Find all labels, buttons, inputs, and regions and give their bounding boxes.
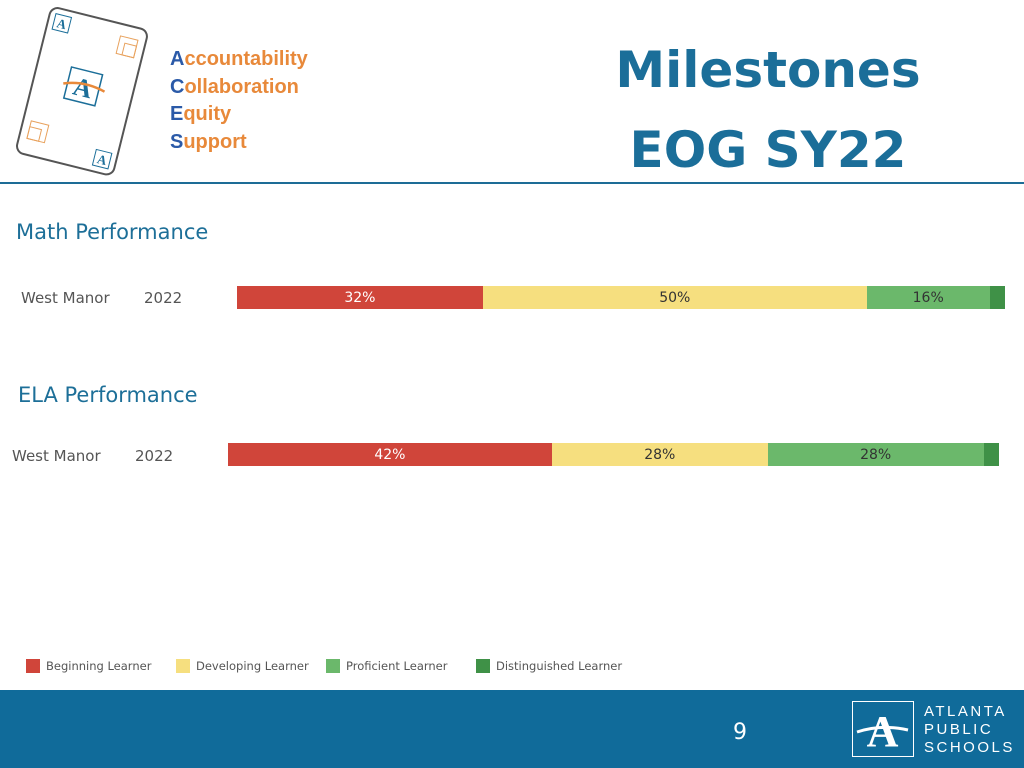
ela-year-label: 2022 (135, 447, 174, 465)
legend-label: Distinguished Learner (496, 659, 623, 673)
bar-segment-proficient-learner: 16% (866, 286, 990, 309)
bar-segment-label: 50% (659, 289, 691, 306)
aps-logo-text: ATLANTA PUBLIC SCHOOLS (924, 703, 1015, 756)
bar-segment-label: 42% (374, 446, 406, 463)
ela-section-title: ELA Performance (18, 383, 198, 407)
math-stacked-bar: 32% 50% 16% (237, 286, 1005, 309)
legend-swatch (476, 659, 490, 673)
legend-item: Proficient Learner (326, 659, 476, 673)
legend-swatch (326, 659, 340, 673)
slide-title-line1: Milestones (615, 41, 921, 99)
slide-title: Milestones EOG SY22 (560, 30, 976, 190)
bar-segment-label: 28% (860, 446, 892, 463)
legend-swatch (176, 659, 190, 673)
acronym-line: Accountability (170, 48, 308, 70)
footer-band: 9 A ATLANTA PUBLIC SCHOOLS (0, 690, 1024, 768)
acronym-line: Support (170, 130, 247, 153)
bar-segment-label: 28% (644, 446, 676, 463)
bar-segment-developing-learner: 50% (482, 286, 867, 309)
bar-segment-distinguished-learner (983, 443, 999, 466)
legend-label: Beginning Learner (46, 659, 152, 673)
acronym-line: Equity (170, 103, 232, 125)
aps-a-icon: A (856, 707, 909, 756)
acronym-line: Collaboration (170, 75, 299, 98)
slide-title-line2: EOG SY22 (629, 121, 907, 179)
legend-label: Proficient Learner (346, 659, 448, 673)
math-school-label: West Manor (21, 289, 110, 307)
chart-legend: Beginning Learner Developing Learner Profi… (26, 659, 626, 673)
bar-segment-label: 16% (912, 289, 944, 306)
aps-logo-mark: A (852, 701, 914, 757)
legend-item: Distinguished Learner (476, 659, 626, 673)
page-number: 9 (733, 720, 747, 745)
bar-segment-beginning-learner: 32% (237, 286, 483, 309)
legend-item: Developing Learner (176, 659, 326, 673)
math-section-title: Math Performance (16, 220, 209, 244)
legend-item: Beginning Learner (26, 659, 176, 673)
bar-segment-distinguished-learner (989, 286, 1005, 309)
legend-swatch (26, 659, 40, 673)
bar-segment-label: 32% (344, 289, 376, 306)
math-year-label: 2022 (144, 289, 183, 307)
svg-text:A: A (96, 151, 109, 168)
ela-school-label: West Manor (12, 447, 101, 465)
acronym-block: Accountability Collaboration Equity Supp… (170, 46, 308, 156)
svg-text:A: A (55, 15, 68, 32)
bar-segment-beginning-learner: 42% (228, 443, 552, 466)
header-divider (0, 182, 1024, 184)
bar-segment-developing-learner: 28% (551, 443, 768, 466)
svg-text:A: A (867, 707, 899, 755)
bar-segment-proficient-learner: 28% (767, 443, 984, 466)
ela-stacked-bar: 42% 28% 28% (228, 443, 999, 466)
legend-label: Developing Learner (196, 659, 309, 673)
accountability-card-logo: A A A (16, 7, 148, 176)
